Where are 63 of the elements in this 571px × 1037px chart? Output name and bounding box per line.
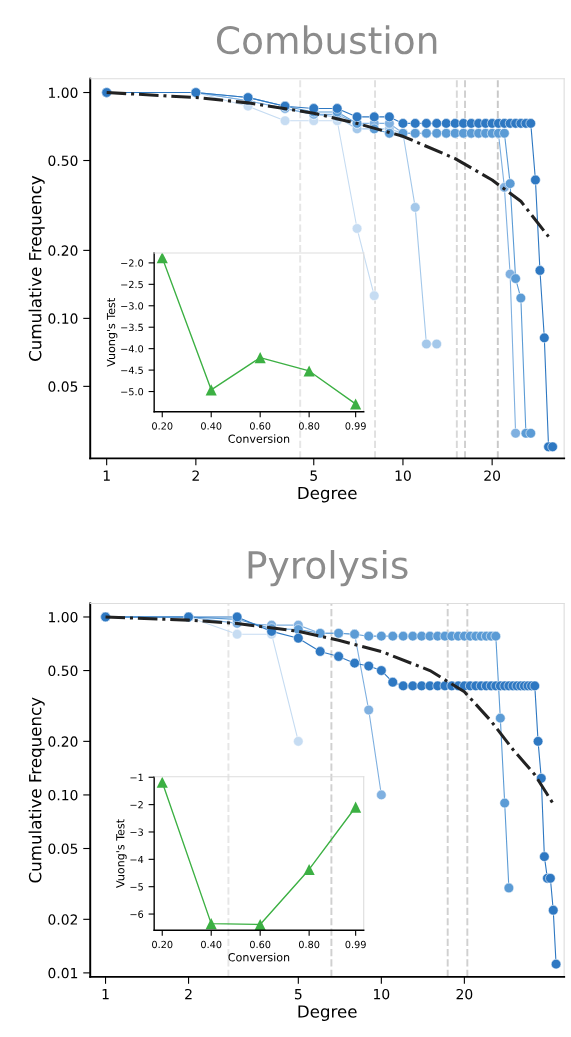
- y-tick-label: −5.0: [121, 388, 144, 396]
- y-tick-label: 1.00: [49, 611, 78, 623]
- x-tick-label: 10: [374, 988, 390, 1000]
- point: [350, 398, 362, 410]
- y-axis-title: Cumulative Frequency: [28, 175, 45, 361]
- point: [156, 253, 168, 264]
- y-tick-label: −3: [130, 828, 143, 836]
- point: [205, 918, 217, 930]
- x-axis-title: Conversion: [228, 952, 290, 962]
- y-tick-label: 0.05: [48, 381, 78, 392]
- point: [350, 801, 362, 813]
- y-tick-label: 0.01: [48, 967, 78, 979]
- y-tick-label: 0.10: [48, 313, 78, 324]
- y-tick-label: 0.20: [48, 736, 78, 747]
- x-tick-label: 20: [456, 988, 473, 1000]
- y-tick-label: −4.5: [121, 366, 143, 374]
- x-tick-label: 10: [395, 470, 411, 481]
- x-tick-label: 0.60: [249, 940, 271, 949]
- point: [303, 365, 315, 377]
- y-tick-label: −4.0: [121, 345, 144, 353]
- x-tick-label: 0.99: [345, 940, 366, 949]
- point: [254, 352, 266, 364]
- y-axis-title: Cumulative Frequency: [28, 697, 45, 883]
- y-tick-label: −5: [130, 883, 143, 891]
- y-axis-title: Vuong's Test: [106, 298, 118, 367]
- y-tick-label: −6: [130, 910, 144, 918]
- x-axis-title: Degree: [298, 486, 357, 503]
- y-tick-label: 0.10: [48, 789, 78, 801]
- y-tick-label: −3.5: [121, 323, 143, 332]
- x-tick-label: 0.40: [201, 422, 222, 430]
- point: [303, 863, 315, 876]
- y-tick-label: −2: [130, 801, 143, 809]
- x-tick-label: 1: [102, 989, 109, 1000]
- x-tick-label: 0.20: [152, 422, 173, 430]
- x-tick-label: 0.60: [249, 422, 271, 430]
- point: [156, 776, 168, 788]
- y-tick-label: 0.50: [48, 665, 78, 677]
- x-tick-label: 20: [484, 470, 501, 481]
- y-tick-label: −4: [130, 855, 144, 864]
- x-tick-label: 5: [310, 470, 317, 481]
- x-axis-title: Conversion: [228, 434, 290, 443]
- y-axis-title: Vuong's Test: [116, 819, 127, 888]
- x-tick-label: 0.80: [298, 422, 320, 430]
- y-tick-label: 1.00: [49, 87, 78, 98]
- x-tick-label: 0.20: [152, 940, 173, 949]
- y-tick-label: −2.0: [121, 259, 144, 267]
- y-tick-label: 0.20: [48, 245, 78, 256]
- chart-title: Combustion: [216, 25, 437, 55]
- x-tick-label: 0.99: [345, 422, 366, 430]
- x-tick-label: 5: [294, 989, 302, 1000]
- y-tick-label: 0.50: [48, 155, 78, 166]
- x-axis-title: Degree: [298, 1005, 357, 1022]
- chart-title: Pyrolysis: [248, 550, 408, 587]
- y-tick-label: −1: [130, 773, 143, 781]
- x-tick-label: 0.80: [298, 940, 320, 949]
- y-tick-label: 0.05: [48, 843, 78, 854]
- x-tick-label: 2: [192, 470, 199, 481]
- x-tick-label: 2: [185, 988, 192, 1000]
- x-tick-label: 1: [103, 470, 110, 481]
- x-tick-label: 0.40: [201, 940, 222, 949]
- y-tick-label: 0.02: [48, 914, 78, 925]
- y-tick-label: −3.0: [121, 302, 144, 310]
- y-tick-label: −2.5: [121, 280, 143, 289]
